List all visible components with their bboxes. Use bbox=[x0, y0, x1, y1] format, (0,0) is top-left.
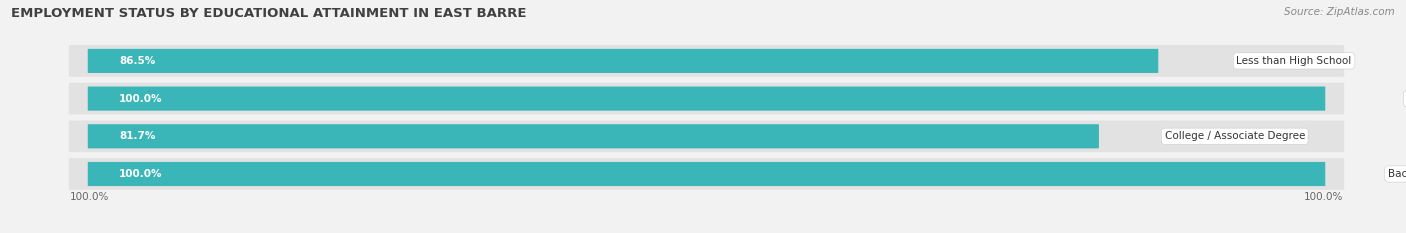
Text: Source: ZipAtlas.com: Source: ZipAtlas.com bbox=[1284, 7, 1395, 17]
FancyBboxPatch shape bbox=[87, 86, 1326, 111]
Text: College / Associate Degree: College / Associate Degree bbox=[1164, 131, 1305, 141]
Text: 100.0%: 100.0% bbox=[69, 192, 108, 202]
FancyBboxPatch shape bbox=[87, 162, 1326, 186]
Text: Bachelor's Degree or higher: Bachelor's Degree or higher bbox=[1388, 169, 1406, 179]
Text: 100.0%: 100.0% bbox=[120, 169, 163, 179]
FancyBboxPatch shape bbox=[69, 83, 1344, 114]
Text: 100.0%: 100.0% bbox=[120, 94, 163, 104]
FancyBboxPatch shape bbox=[69, 158, 1344, 190]
Text: 86.5%: 86.5% bbox=[120, 56, 155, 66]
Text: Less than High School: Less than High School bbox=[1236, 56, 1351, 66]
FancyBboxPatch shape bbox=[69, 45, 1344, 77]
Text: EMPLOYMENT STATUS BY EDUCATIONAL ATTAINMENT IN EAST BARRE: EMPLOYMENT STATUS BY EDUCATIONAL ATTAINM… bbox=[11, 7, 527, 20]
Text: 81.7%: 81.7% bbox=[120, 131, 155, 141]
FancyBboxPatch shape bbox=[1371, 124, 1406, 148]
FancyBboxPatch shape bbox=[87, 124, 1099, 148]
FancyBboxPatch shape bbox=[69, 120, 1344, 152]
FancyBboxPatch shape bbox=[87, 49, 1159, 73]
Text: 100.0%: 100.0% bbox=[1305, 192, 1344, 202]
